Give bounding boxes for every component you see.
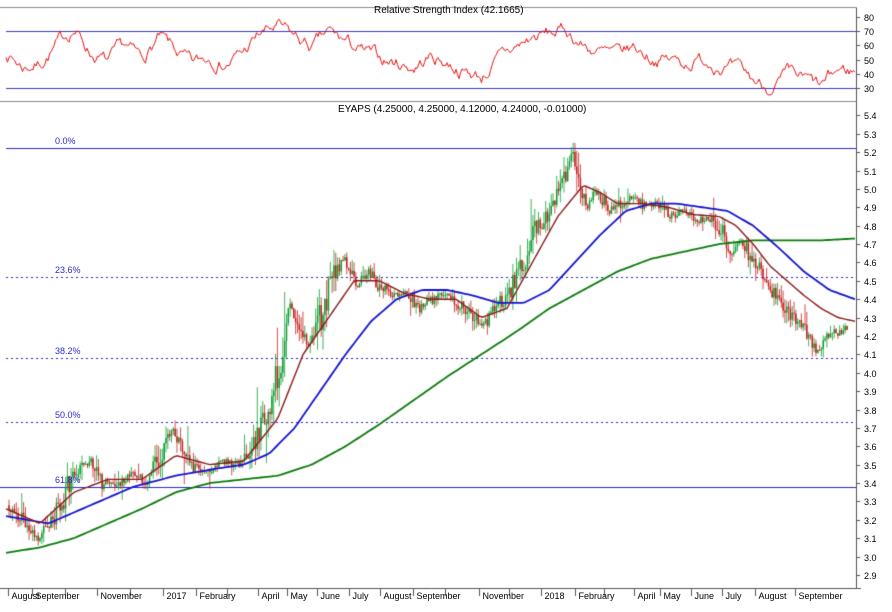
chart-plot-area[interactable] <box>0 0 892 612</box>
stock-chart-window: Relative Strength Index (42.1665) EYAPS … <box>0 0 892 612</box>
